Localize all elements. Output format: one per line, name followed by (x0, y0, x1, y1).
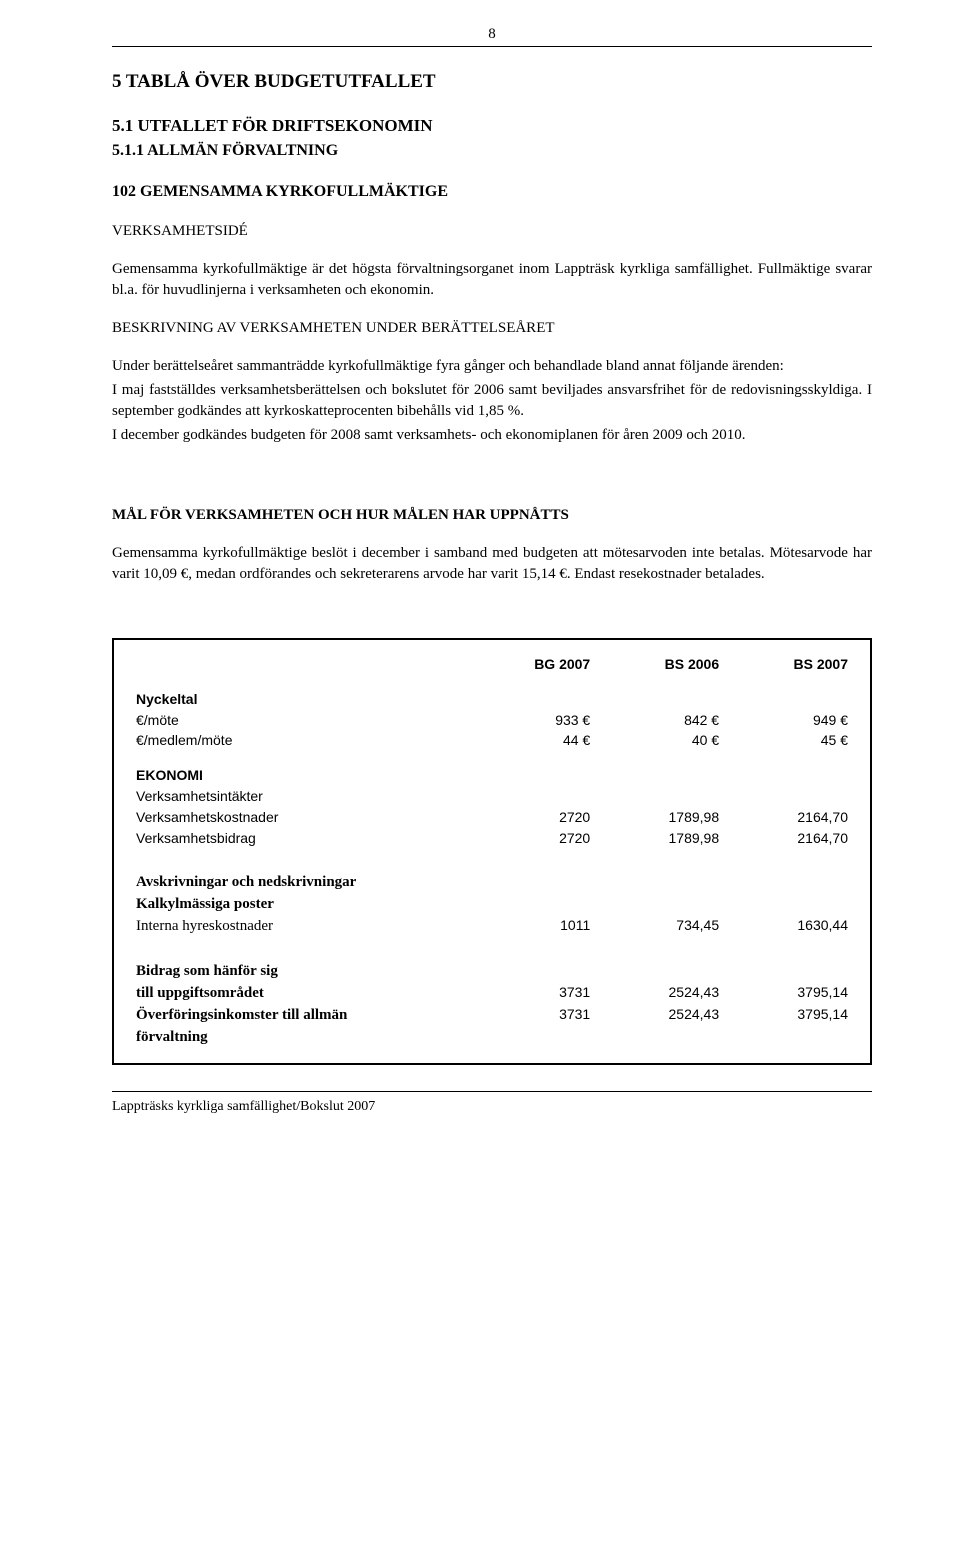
heading-utfallet: 5.1 UTFALLET FÖR DRIFTSEKONOMIN (112, 115, 872, 138)
row-avskriv: Avskrivningar och nedskrivningar (134, 871, 850, 893)
subhead-beskrivning: BESKRIVNING AV VERKSAMHETEN UNDER BERÄTT… (112, 318, 872, 338)
cell-value: 2164,70 (721, 828, 850, 849)
cell-value (463, 786, 592, 807)
table-row: Verksamhetsintäkter (134, 786, 850, 807)
cell-label: förvaltning (134, 1026, 463, 1048)
cell-value (721, 786, 850, 807)
table-row: Verksamhetsbidrag 2720 1789,98 2164,70 (134, 828, 850, 849)
cell-label: €/medlem/möte (134, 730, 463, 751)
para-beskriv-a: Under berättelseåret sammanträdde kyrkof… (112, 356, 872, 376)
table-header-row: BG 2007 BS 2006 BS 2007 (134, 654, 850, 675)
row-ekonomi-head: EKONOMI (134, 765, 850, 786)
cell-value: 40 € (592, 730, 721, 751)
cell-value (592, 786, 721, 807)
cell-value: 734,45 (592, 915, 721, 937)
footer-text: Lappträsks kyrkliga samfällighet/Bokslut… (112, 1098, 872, 1117)
col-bg2007: BG 2007 (463, 654, 592, 675)
cell-value: 2524,43 (592, 982, 721, 1004)
cell-value: 3795,14 (721, 1004, 850, 1026)
table-row: €/medlem/möte 44 € 40 € 45 € (134, 730, 850, 751)
label-kalkyl: Kalkylmässiga poster (134, 893, 463, 915)
label-nyckeltal: Nyckeltal (134, 689, 463, 710)
col-bs2007: BS 2007 (721, 654, 850, 675)
table-row: Verksamhetskostnader 2720 1789,98 2164,7… (134, 807, 850, 828)
bottom-rule (112, 1091, 872, 1092)
cell-value: 44 € (463, 730, 592, 751)
budget-table: BG 2007 BS 2006 BS 2007 Nyckeltal €/möte… (112, 638, 872, 1065)
cell-value: 3731 (463, 982, 592, 1004)
heading-tabla: 5 TABLÅ ÖVER BUDGETUTFALLET (112, 69, 872, 95)
subhead-verksamhetside: VERKSAMHETSIDÉ (112, 221, 872, 241)
cell-label: till uppgiftsområdet (134, 982, 463, 1004)
cell-label: Verksamhetskostnader (134, 807, 463, 828)
cell-value: 3795,14 (721, 982, 850, 1004)
table-row: förvaltning (134, 1026, 850, 1048)
heading-102: 102 GEMENSAMMA KYRKOFULLMÄKTIGE (112, 181, 872, 203)
top-rule (112, 46, 872, 47)
row-nyckeltal-head: Nyckeltal (134, 689, 850, 710)
cell-value: 2524,43 (592, 1004, 721, 1026)
cell-value: 45 € (721, 730, 850, 751)
cell-value: 3731 (463, 1004, 592, 1026)
cell-value: 2164,70 (721, 807, 850, 828)
table-row: till uppgiftsområdet 3731 2524,43 3795,1… (134, 982, 850, 1004)
cell-value: 1789,98 (592, 807, 721, 828)
heading-mal: MÅL FÖR VERKSAMHETEN OCH HUR MÅLEN HAR U… (112, 505, 872, 525)
cell-value: 1011 (463, 915, 592, 937)
table-row: €/möte 933 € 842 € 949 € (134, 710, 850, 731)
page-number: 8 (112, 24, 872, 44)
cell-label: €/möte (134, 710, 463, 731)
cell-value: 933 € (463, 710, 592, 731)
row-kalkyl: Kalkylmässiga poster (134, 893, 850, 915)
row-bidrag-head: Bidrag som hänför sig (134, 960, 850, 982)
para-beskriv-c: I december godkändes budgeten för 2008 s… (112, 425, 872, 445)
cell-value: 842 € (592, 710, 721, 731)
cell-value: 1789,98 (592, 828, 721, 849)
cell-value: 949 € (721, 710, 850, 731)
table-row: Överföringsinkomster till allmän 3731 25… (134, 1004, 850, 1026)
label-ekonomi: EKONOMI (134, 765, 463, 786)
cell-value: 2720 (463, 828, 592, 849)
col-bs2006: BS 2006 (592, 654, 721, 675)
table-row: Interna hyreskostnader 1011 734,45 1630,… (134, 915, 850, 937)
label-bidrag: Bidrag som hänför sig (134, 960, 463, 982)
cell-label: Verksamhetsbidrag (134, 828, 463, 849)
cell-value: 1630,44 (721, 915, 850, 937)
para-ide: Gemensamma kyrkofullmäktige är det högst… (112, 259, 872, 300)
label-avskriv: Avskrivningar och nedskrivningar (134, 871, 463, 893)
cell-label: Överföringsinkomster till allmän (134, 1004, 463, 1026)
heading-allman: 5.1.1 ALLMÄN FÖRVALTNING (112, 140, 872, 162)
para-mal: Gemensamma kyrkofullmäktige beslöt i dec… (112, 543, 872, 584)
cell-label: Verksamhetsintäkter (134, 786, 463, 807)
para-beskriv-b: I maj fastställdes verksamhetsberättelse… (112, 380, 872, 421)
cell-label: Interna hyreskostnader (134, 915, 463, 937)
cell-value: 2720 (463, 807, 592, 828)
